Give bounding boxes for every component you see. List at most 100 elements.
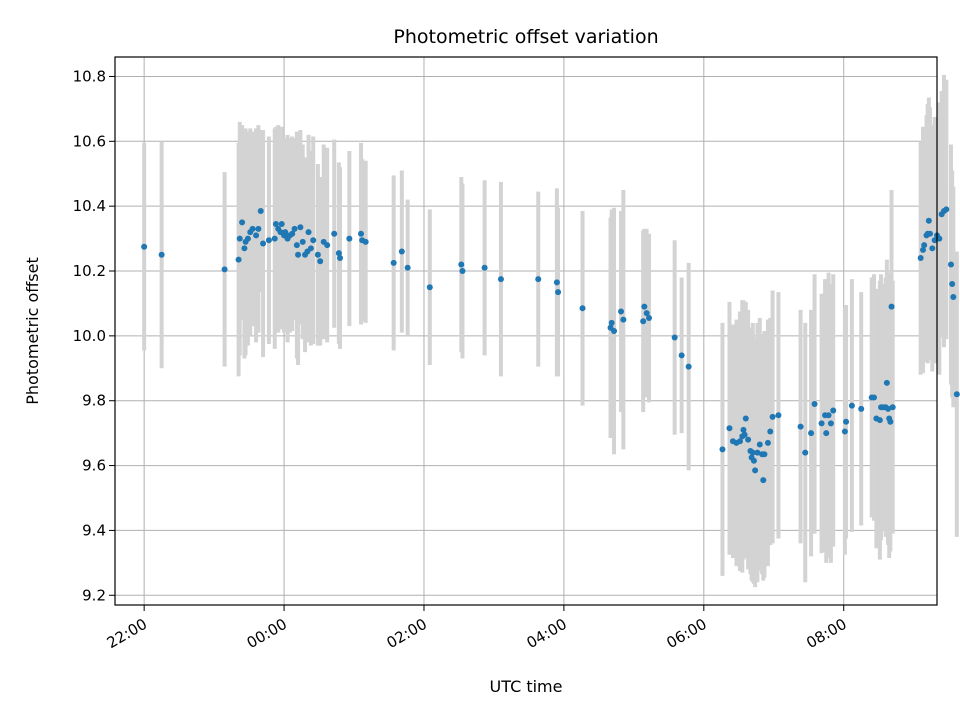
data-point bbox=[620, 316, 627, 323]
data-point bbox=[390, 259, 397, 266]
y-tick-label: 10.4 bbox=[73, 197, 106, 215]
data-point bbox=[719, 446, 726, 453]
data-point bbox=[745, 436, 752, 443]
data-point bbox=[750, 457, 757, 464]
chart-title: Photometric offset variation bbox=[393, 26, 658, 48]
data-point bbox=[497, 276, 504, 283]
data-point bbox=[888, 303, 895, 310]
data-point bbox=[289, 230, 296, 237]
data-point bbox=[346, 235, 353, 242]
data-point bbox=[239, 219, 246, 226]
data-point bbox=[337, 255, 344, 262]
data-point bbox=[811, 400, 818, 407]
data-point bbox=[742, 415, 749, 422]
data-point bbox=[843, 418, 850, 425]
data-point bbox=[848, 402, 855, 409]
data-point bbox=[611, 328, 618, 334]
data-point bbox=[272, 220, 279, 227]
data-point bbox=[324, 242, 331, 249]
y-tick-label: 9.4 bbox=[82, 521, 106, 539]
data-point bbox=[876, 417, 883, 424]
data-point bbox=[459, 268, 466, 275]
y-axis-ticks: 9.2 9.4 9.6 9.8 10.0 10.2 10.4 10.6 10.8 bbox=[73, 67, 115, 604]
data-point bbox=[883, 379, 890, 386]
data-point bbox=[643, 310, 650, 317]
data-point bbox=[253, 232, 260, 239]
data-point bbox=[553, 279, 560, 286]
data-point bbox=[950, 293, 957, 300]
y-axis-label: Photometric offset bbox=[23, 257, 42, 405]
data-point bbox=[936, 235, 943, 242]
data-point bbox=[678, 352, 685, 359]
data-point bbox=[249, 225, 256, 232]
data-point bbox=[260, 240, 267, 247]
data-point bbox=[282, 229, 289, 236]
data-point bbox=[943, 206, 950, 213]
y-tick-label: 9.2 bbox=[82, 586, 106, 604]
data-point bbox=[754, 449, 761, 456]
data-point bbox=[404, 264, 411, 271]
y-tick-label: 9.6 bbox=[82, 457, 106, 475]
data-point bbox=[741, 431, 748, 438]
data-point bbox=[295, 251, 302, 258]
data-point bbox=[889, 404, 896, 411]
data-point bbox=[818, 420, 825, 427]
data-point bbox=[314, 251, 321, 258]
data-point bbox=[925, 217, 932, 224]
data-point bbox=[858, 405, 865, 412]
y-tick-label: 10.8 bbox=[73, 67, 106, 85]
data-point bbox=[823, 430, 830, 437]
data-point bbox=[641, 303, 648, 310]
data-point bbox=[331, 230, 338, 237]
data-point bbox=[458, 261, 465, 268]
data-point bbox=[236, 235, 243, 242]
data-point bbox=[265, 237, 272, 244]
data-point bbox=[255, 225, 262, 232]
data-point bbox=[760, 477, 767, 484]
data-point bbox=[929, 245, 936, 252]
data-point bbox=[362, 238, 369, 245]
data-point bbox=[740, 426, 747, 433]
data-point bbox=[640, 318, 647, 325]
data-point bbox=[917, 255, 924, 262]
data-point bbox=[671, 334, 678, 341]
data-point bbox=[297, 224, 304, 231]
data-point bbox=[335, 250, 342, 257]
data-point bbox=[887, 418, 894, 425]
data-point bbox=[141, 243, 148, 250]
data-point bbox=[749, 449, 756, 456]
data-point bbox=[235, 256, 242, 263]
data-point bbox=[802, 449, 809, 456]
data-point bbox=[244, 235, 251, 242]
data-point bbox=[257, 208, 264, 215]
y-tick-label: 10.6 bbox=[73, 132, 106, 150]
data-point bbox=[927, 230, 934, 237]
data-point bbox=[947, 261, 954, 268]
data-point bbox=[158, 251, 165, 258]
data-point bbox=[398, 248, 405, 255]
data-point bbox=[841, 428, 848, 435]
data-point bbox=[685, 363, 692, 370]
data-point bbox=[827, 420, 834, 427]
data-point bbox=[358, 230, 365, 237]
data-point bbox=[310, 237, 317, 244]
data-point bbox=[830, 407, 837, 414]
data-point bbox=[307, 245, 314, 252]
data-point bbox=[291, 225, 298, 232]
data-point bbox=[769, 413, 776, 420]
data-point bbox=[764, 439, 771, 446]
data-point bbox=[767, 428, 774, 435]
data-point bbox=[535, 276, 542, 283]
data-point bbox=[608, 319, 615, 326]
y-tick-label: 10.0 bbox=[73, 327, 106, 345]
data-point bbox=[761, 451, 768, 458]
data-point bbox=[825, 412, 832, 419]
data-point bbox=[752, 467, 759, 474]
data-point bbox=[920, 246, 927, 253]
data-point bbox=[797, 423, 804, 430]
data-point bbox=[726, 425, 733, 432]
data-point bbox=[579, 305, 586, 312]
x-axis-label: UTC time bbox=[490, 677, 563, 696]
data-point bbox=[317, 258, 324, 265]
